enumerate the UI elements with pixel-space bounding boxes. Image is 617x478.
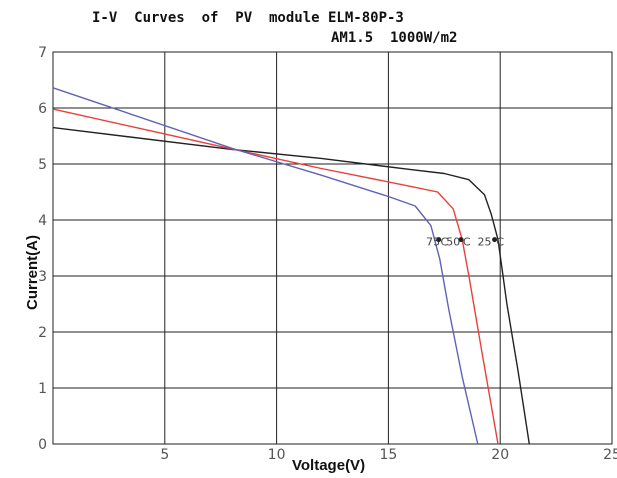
x-tick-label: 10 [268,447,286,463]
temperature-annotation: C [463,235,471,248]
chart-subtitle: AM1.5 1000W/m2 [331,30,458,46]
iv-curve-series [52,87,479,445]
temperature-annotation: C [440,235,448,248]
y-tick-label: 2 [38,325,47,341]
temperature-annotation: 50 [446,235,460,248]
curve-marker [458,237,464,243]
curve-marker [492,237,498,243]
y-tick-label: 6 [38,101,47,117]
x-tick-label: 20 [491,447,509,463]
y-axis-label: Current(A) [24,235,41,310]
iv-curve-series [52,108,499,445]
temperature-annotation: C [496,235,504,248]
x-tick-label: 5 [160,447,169,463]
temperature-annotation: 25 [478,235,492,248]
x-tick-label: 25 [603,447,617,463]
chart-title: I-V Curves of PV module ELM-80P-3 [92,10,404,26]
plot-frame [52,51,613,445]
y-tick-label: 1 [38,381,47,397]
y-tick-label: 5 [38,157,47,173]
x-tick-label: 15 [379,447,397,463]
y-tick-label: 0 [38,437,47,453]
y-tick-label: 7 [38,45,47,61]
y-tick-label: 3 [38,269,47,285]
y-tick-label: 4 [38,213,47,229]
x-axis-label: Voltage(V) [292,457,366,474]
iv-curve-series [52,126,530,445]
curve-marker [436,237,442,243]
